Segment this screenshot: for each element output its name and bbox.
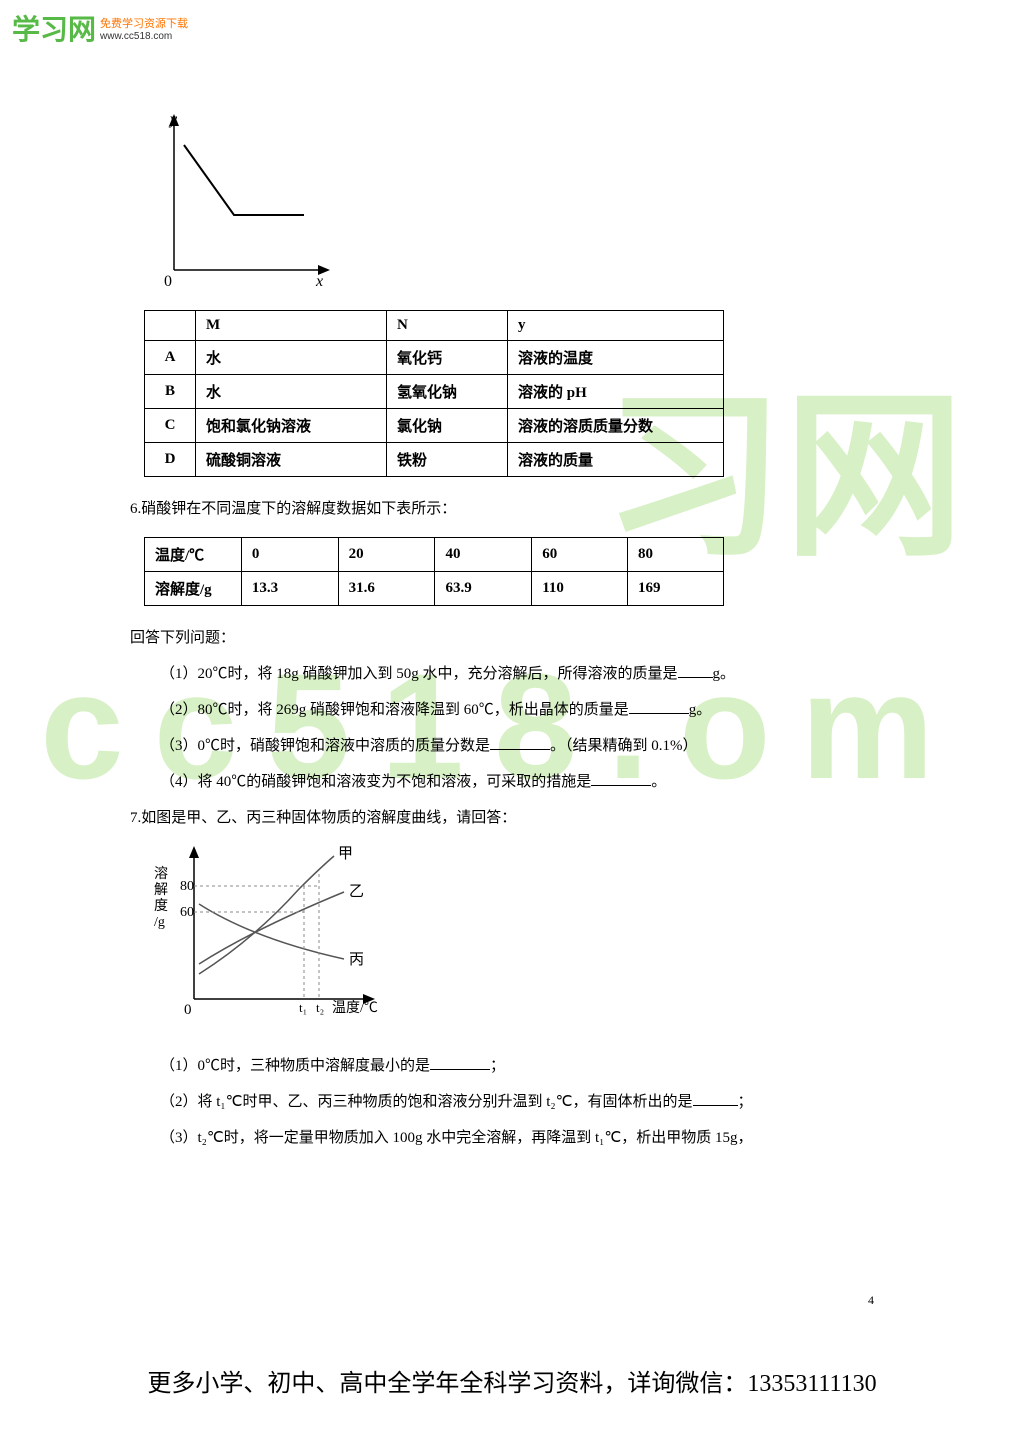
cell: 氢氧化钠: [387, 375, 508, 409]
svg-text:/g: /g: [154, 915, 165, 930]
th-y: y: [508, 311, 724, 341]
th-m: M: [196, 311, 387, 341]
row-b-label: B: [145, 375, 196, 409]
q7-intro: 7.如图是甲、乙、丙三种固体物质的溶解度曲线，请回答：: [130, 800, 894, 836]
svg-text:0: 0: [184, 1002, 192, 1018]
cell: 0: [241, 538, 338, 572]
cell: 溶液的质量: [508, 443, 724, 477]
q6-2: （2）80℃时，将 269g 硝酸钾饱和溶液降温到 60℃，析出晶体的质量是g。: [130, 692, 894, 728]
q6-4: （4）将 40℃的硝酸钾饱和溶液变为不饱和溶液，可采取的措施是。: [130, 764, 894, 800]
svg-text:解: 解: [154, 882, 168, 898]
svg-text:丙: 丙: [349, 952, 364, 968]
page-content: y x 0 MNy A水氧化钙溶液的温度 B水氢氧化钠溶液的 pH C饱和氯化钠…: [0, 0, 1024, 1156]
cell: 铁粉: [387, 443, 508, 477]
th-sol: 溶解度/g: [145, 572, 242, 606]
row-d-label: D: [145, 443, 196, 477]
table-1: MNy A水氧化钙溶液的温度 B水氢氧化钠溶液的 pH C饱和氯化钠溶液氯化钠溶…: [144, 310, 724, 477]
q6-intro: 6.硝酸钾在不同温度下的溶解度数据如下表所示：: [130, 491, 894, 527]
cell: 溶液的 pH: [508, 375, 724, 409]
cell: 169: [627, 572, 723, 606]
svg-text:温度/℃: 温度/℃: [332, 1000, 378, 1016]
cell: 63.9: [435, 572, 532, 606]
svg-text:乙: 乙: [349, 884, 364, 900]
q6-3: （3）0℃时，硝酸钾饱和溶液中溶质的质量分数是。（结果精确到 0.1%）: [130, 728, 894, 764]
cell: 13.3: [241, 572, 338, 606]
y-axis-label: y: [168, 111, 178, 128]
svg-text:溶: 溶: [154, 866, 168, 882]
th-temp: 温度/℃: [145, 538, 242, 572]
cell: 饱和氯化钠溶液: [196, 409, 387, 443]
th-n: N: [387, 311, 508, 341]
svg-text:度: 度: [154, 898, 168, 914]
footer-text: 更多小学、初中、高中全学年全科学习资料，详询微信：13353111130: [0, 1363, 1024, 1398]
origin-label: 0: [164, 273, 172, 290]
svg-text:t₂: t₂: [316, 1000, 324, 1015]
x-axis-label: x: [315, 273, 323, 290]
graph-2: 80 60 溶 解 度 /g 甲 乙 丙 t₁ t₂ 温度/℃ 0: [144, 844, 404, 1034]
graph-1: y x 0: [144, 110, 344, 300]
cell: 硫酸铜溶液: [196, 443, 387, 477]
cell: 水: [196, 375, 387, 409]
cell: 氧化钙: [387, 341, 508, 375]
cell: 溶液的溶质质量分数: [508, 409, 724, 443]
q7-2: （2）将 t₁℃时甲、乙、丙三种物质的饱和溶液分别升温到 t₂℃，有固体析出的是…: [130, 1084, 894, 1120]
cell: 60: [532, 538, 628, 572]
svg-text:80: 80: [180, 879, 194, 894]
row-c-label: C: [145, 409, 196, 443]
row-a-label: A: [145, 341, 196, 375]
cell: 40: [435, 538, 532, 572]
svg-text:60: 60: [180, 905, 194, 920]
table-2: 温度/℃020406080 溶解度/g13.331.663.9110169: [144, 537, 724, 606]
cell: 80: [627, 538, 723, 572]
cell: 20: [338, 538, 435, 572]
q7-3: （3）t₂℃时，将一定量甲物质加入 100g 水中完全溶解，再降温到 t₁℃，析…: [130, 1120, 894, 1156]
cell: 110: [532, 572, 628, 606]
q6-prompt: 回答下列问题：: [130, 620, 894, 656]
q7-1: （1）0℃时，三种物质中溶解度最小的是；: [130, 1048, 894, 1084]
cell: 氯化钠: [387, 409, 508, 443]
svg-text:t₁: t₁: [299, 1000, 307, 1015]
page-number: 4: [868, 1293, 874, 1308]
cell: 31.6: [338, 572, 435, 606]
q6-1: （1）20℃时，将 18g 硝酸钾加入到 50g 水中，充分溶解后，所得溶液的质…: [130, 656, 894, 692]
svg-text:甲: 甲: [338, 846, 353, 862]
cell: 溶液的温度: [508, 341, 724, 375]
cell: 水: [196, 341, 387, 375]
